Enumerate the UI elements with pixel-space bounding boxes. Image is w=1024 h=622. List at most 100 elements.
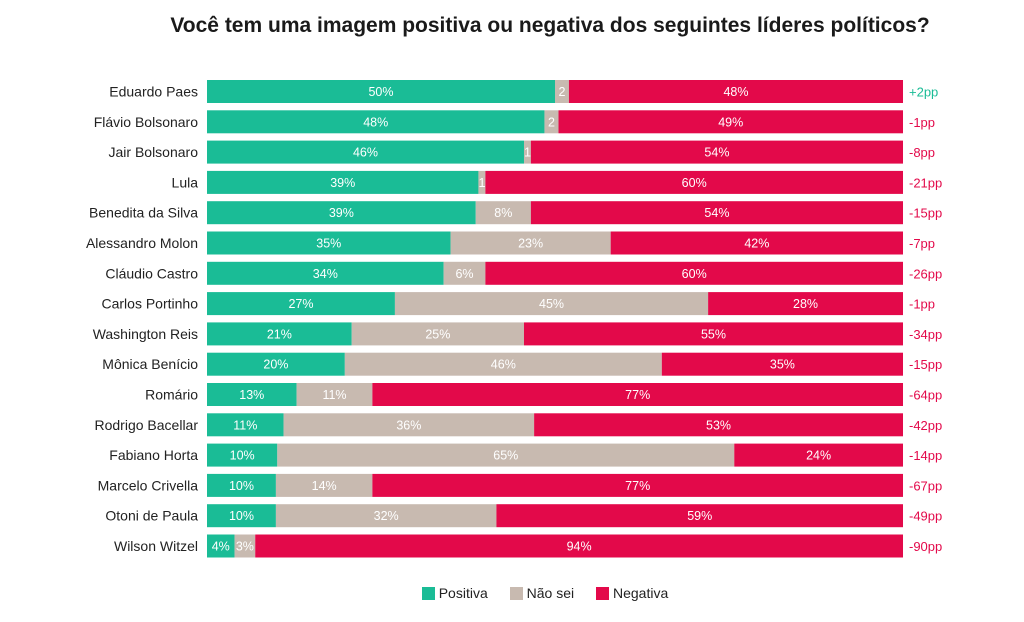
- data-label-nao-sei-flavio-bolsonaro: 2: [548, 115, 555, 129]
- data-label-positiva-washington-reis: 21%: [267, 327, 292, 341]
- legend-swatch-nao-sei: [509, 586, 523, 600]
- net-label-flavio-bolsonaro: -1pp: [909, 115, 935, 130]
- legend-item-negativa: Negativa: [596, 585, 668, 601]
- data-label-negativa-flavio-bolsonaro: 49%: [718, 115, 743, 129]
- bar-nao-sei-wilson-witzel: [234, 534, 256, 558]
- data-label-positiva-fabiano-horta: 10%: [230, 449, 255, 463]
- bar-positiva-benedita-da-silva: [207, 201, 476, 225]
- bar-positiva-alessandro-molon: [207, 231, 451, 255]
- data-label-negativa-rodrigo-bacellar: 53%: [706, 418, 731, 432]
- bar-negativa-flavio-bolsonaro: [558, 110, 903, 134]
- bar-nao-sei-flavio-bolsonaro: [544, 110, 559, 134]
- category-label-washington-reis: Washington Reis: [93, 326, 198, 342]
- data-label-nao-sei-eduardo-paes: 2: [558, 85, 565, 99]
- bar-negativa-lula: [485, 170, 903, 194]
- bar-negativa-otoni-de-paula: [496, 504, 903, 528]
- category-label-otoni-de-paula: Otoni de Paula: [105, 508, 198, 524]
- data-label-positiva-flavio-bolsonaro: 48%: [363, 115, 388, 129]
- net-label-alessandro-molon: -7pp: [909, 236, 935, 251]
- bar-positiva-claudio-castro: [207, 261, 444, 285]
- bar-negativa-eduardo-paes: [568, 80, 903, 103]
- bar-negativa-romario: [372, 383, 904, 406]
- data-label-nao-sei-rodrigo-bacellar: 36%: [396, 418, 421, 432]
- data-label-nao-sei-jair-bolsonaro: 1: [524, 146, 531, 160]
- category-label-jair-bolsonaro: Jair Bolsonaro: [109, 144, 199, 160]
- bar-positiva-jair-bolsonaro: [207, 140, 524, 164]
- bar-nao-sei-otoni-de-paula: [275, 504, 497, 528]
- bar-nao-sei-benedita-da-silva: [475, 201, 531, 225]
- data-label-nao-sei-fabiano-horta: 65%: [493, 449, 518, 463]
- bar-positiva-fabiano-horta: [207, 443, 278, 467]
- data-label-nao-sei-carlos-portinho: 45%: [539, 297, 564, 311]
- category-label-marcelo-crivella: Marcelo Crivella: [98, 477, 199, 493]
- data-label-positiva-jair-bolsonaro: 46%: [353, 146, 378, 160]
- data-label-positiva-benedita-da-silva: 39%: [329, 206, 354, 220]
- category-label-carlos-portinho: Carlos Portinho: [102, 296, 199, 312]
- data-label-nao-sei-marcelo-crivella: 14%: [312, 479, 337, 493]
- data-label-negativa-wilson-witzel: 94%: [567, 540, 592, 554]
- category-label-benedita-da-silva: Benedita da Silva: [89, 205, 198, 221]
- data-label-negativa-carlos-portinho: 28%: [793, 297, 818, 311]
- net-label-lula: -21pp: [909, 175, 942, 190]
- data-label-negativa-fabiano-horta: 24%: [806, 449, 831, 463]
- data-label-positiva-alessandro-molon: 35%: [316, 237, 341, 251]
- net-label-claudio-castro: -26pp: [909, 266, 942, 281]
- net-label-eduardo-paes: +2pp: [909, 85, 938, 100]
- bar-positiva-rodrigo-bacellar: [207, 413, 284, 437]
- bar-nao-sei-rodrigo-bacellar: [283, 413, 535, 437]
- category-label-wilson-witzel: Wilson Witzel: [114, 538, 198, 554]
- bar-negativa-washington-reis: [523, 322, 903, 346]
- category-label-fabiano-horta: Fabiano Horta: [109, 447, 198, 463]
- data-label-nao-sei-claudio-castro: 6%: [455, 267, 473, 281]
- data-label-positiva-carlos-portinho: 27%: [288, 297, 313, 311]
- bar-nao-sei-claudio-castro: [443, 261, 486, 285]
- legend-label-positiva: Positiva: [438, 585, 488, 601]
- legend-swatch-positiva: [421, 586, 435, 600]
- net-label-otoni-de-paula: -49pp: [909, 509, 942, 524]
- net-label-carlos-portinho: -1pp: [909, 297, 935, 312]
- bar-negativa-fabiano-horta: [734, 443, 903, 467]
- data-label-nao-sei-otoni-de-paula: 32%: [374, 509, 399, 523]
- data-label-nao-sei-monica-benicio: 46%: [491, 358, 516, 372]
- bar-negativa-jair-bolsonaro: [530, 140, 903, 164]
- data-label-negativa-washington-reis: 55%: [701, 327, 726, 341]
- category-label-flavio-bolsonaro: Flávio Bolsonaro: [94, 114, 198, 130]
- data-label-negativa-otoni-de-paula: 59%: [687, 509, 712, 523]
- bar-nao-sei-carlos-portinho: [394, 292, 709, 316]
- bar-positiva-otoni-de-paula: [207, 504, 276, 528]
- data-label-positiva-marcelo-crivella: 10%: [229, 479, 254, 493]
- data-label-negativa-marcelo-crivella: 77%: [625, 479, 650, 493]
- net-label-benedita-da-silva: -15pp: [909, 206, 942, 221]
- data-label-positiva-claudio-castro: 34%: [313, 267, 338, 281]
- category-label-romario: Romário: [145, 387, 198, 403]
- data-label-positiva-eduardo-paes: 50%: [368, 85, 393, 99]
- data-label-nao-sei-benedita-da-silva: 8%: [494, 206, 512, 220]
- data-label-negativa-benedita-da-silva: 54%: [704, 206, 729, 220]
- stacked-bar-chart: Eduardo Paes 50% 2 48% +2pp Flávio Bolsonaro 4…: [86, 80, 942, 558]
- bar-positiva-eduardo-paes: [207, 80, 555, 103]
- data-label-positiva-otoni-de-paula: 10%: [229, 509, 254, 523]
- net-label-jair-bolsonaro: -8pp: [909, 145, 935, 160]
- category-label-alessandro-molon: Alessandro Molon: [86, 235, 198, 251]
- data-label-positiva-romario: 13%: [239, 388, 264, 402]
- category-label-monica-benicio: Mônica Benício: [102, 356, 198, 372]
- bar-negativa-alessandro-molon: [610, 231, 903, 255]
- data-label-negativa-romario: 77%: [625, 388, 650, 402]
- category-label-eduardo-paes: Eduardo Paes: [109, 84, 198, 100]
- net-label-rodrigo-bacellar: -42pp: [909, 418, 942, 433]
- data-label-negativa-jair-bolsonaro: 54%: [704, 146, 729, 160]
- data-label-negativa-alessandro-molon: 42%: [744, 237, 769, 251]
- bar-negativa-wilson-witzel: [255, 534, 904, 558]
- bar-positiva-lula: [207, 170, 479, 194]
- bar-negativa-monica-benicio: [661, 352, 903, 376]
- net-label-marcelo-crivella: -67pp: [909, 478, 942, 493]
- bar-nao-sei-eduardo-paes: [555, 80, 569, 103]
- bar-nao-sei-alessandro-molon: [450, 231, 611, 255]
- bar-nao-sei-jair-bolsonaro: [523, 140, 531, 164]
- data-label-negativa-claudio-castro: 60%: [682, 267, 707, 281]
- data-label-nao-sei-romario: 11%: [322, 388, 346, 402]
- bar-nao-sei-marcelo-crivella: [275, 473, 373, 497]
- bar-positiva-marcelo-crivella: [207, 473, 276, 497]
- legend: Positiva Não sei Negativa: [0, 585, 1024, 603]
- legend-item-nao-sei: Não sei: [509, 585, 574, 601]
